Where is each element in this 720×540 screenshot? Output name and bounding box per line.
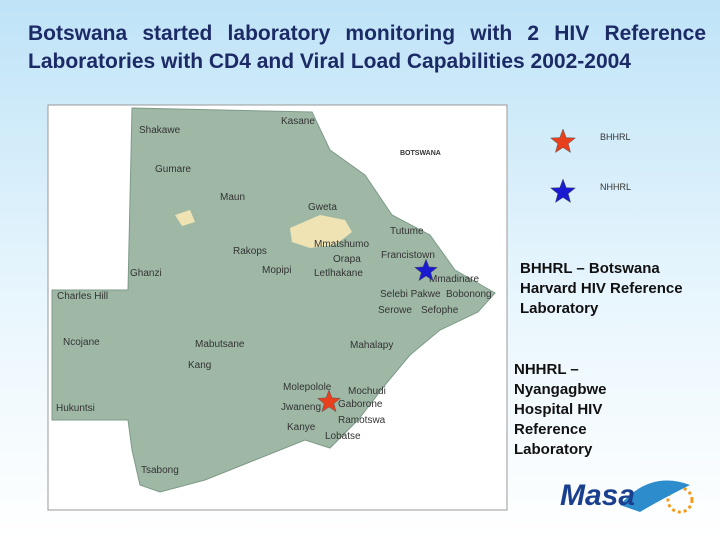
- place-label: Tutume: [390, 226, 424, 237]
- place-label: Ramotswa: [338, 415, 386, 426]
- place-label: Francistown: [381, 250, 435, 261]
- place-label: Jwaneng: [281, 402, 321, 413]
- place-label: Mmatshumo: [314, 239, 369, 250]
- place-label: Bobonong: [446, 289, 492, 300]
- legend-label: BHHRL: [600, 132, 631, 142]
- place-label: Charles Hill: [57, 291, 108, 302]
- place-label: Mabutsane: [195, 339, 245, 350]
- place-label: Kanye: [287, 422, 316, 433]
- lab-markers: [316, 258, 439, 413]
- salt-pan: [290, 215, 352, 248]
- place-label: Molepolole: [283, 382, 332, 393]
- legend-label: NHHRL: [600, 182, 631, 192]
- slide-title: Botswana started laboratory monitoring w…: [28, 22, 706, 73]
- place-label: Sefophe: [421, 305, 459, 316]
- place-label: Gumare: [155, 164, 192, 175]
- place-label: Shakawe: [139, 125, 181, 136]
- place-label: Tsabong: [141, 465, 179, 476]
- place-label: Serowe: [378, 305, 412, 316]
- logo-swoosh: [620, 480, 690, 512]
- place-label: Ghanzi: [130, 268, 162, 279]
- place-label: Maun: [220, 192, 245, 203]
- legend-star: [549, 128, 577, 154]
- lab-star: [413, 258, 439, 282]
- logo-text: Masa: [560, 479, 635, 512]
- place-label: Letlhakane: [314, 268, 363, 279]
- place-label: Mopipi: [262, 265, 291, 276]
- definition: BHHRL – Botswana Harvard HIV Reference L…: [520, 260, 683, 317]
- place-label: Gweta: [308, 202, 337, 213]
- place-label: Gaborone: [338, 399, 383, 410]
- place-label: Lobatse: [325, 431, 361, 442]
- place-label: Mahalapy: [350, 340, 393, 351]
- delta: [175, 210, 195, 226]
- country-label: BOTSWANA: [400, 150, 441, 157]
- place-label: Kang: [188, 360, 211, 371]
- place-label: Orapa: [333, 254, 361, 265]
- lab-star: [316, 389, 342, 413]
- place-labels: Shakawe Kasane Gumare Maun Gweta Tutume Rakops…: [56, 116, 492, 476]
- legend-star: [549, 178, 577, 204]
- place-label: Ncojane: [63, 337, 100, 348]
- place-label: Kasane: [281, 116, 315, 127]
- place-label: Hukuntsi: [56, 403, 95, 414]
- place-label: Mmadinare: [429, 274, 479, 285]
- country-shape: [51, 107, 496, 493]
- place-label: Mochudi: [348, 386, 386, 397]
- definition: NHHRL – Nyangagbwe Hospital HIV Referenc…: [514, 361, 607, 458]
- place-label: Selebi Pakwe: [380, 289, 441, 300]
- place-label: Rakops: [233, 246, 267, 257]
